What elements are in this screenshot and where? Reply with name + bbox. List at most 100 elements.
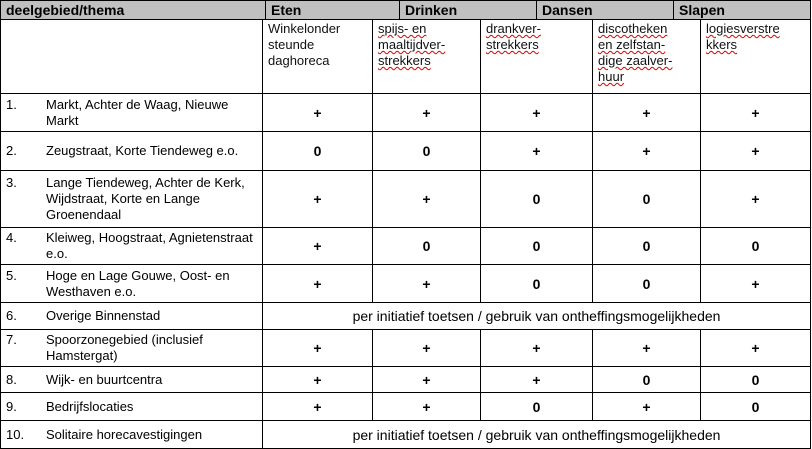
subheader-line: en zelfstan- — [598, 37, 666, 52]
theme-header-row: deelgebied/thema Eten Drinken Dansen Sla… — [0, 0, 811, 20]
table-row: 10. Solitaire horecavestigingen per initia… — [0, 420, 811, 449]
header-theme: Eten — [266, 1, 400, 19]
value-cell: + — [372, 170, 481, 228]
row-number: 5. — [6, 267, 17, 283]
value-cell: + — [372, 93, 481, 132]
value-cell: + — [700, 170, 811, 228]
value-cell: + — [480, 329, 593, 367]
table-row: 7. Spoorzonegebied (inclusief Hamstergat)… — [0, 329, 811, 367]
table-row: 8. Wijk- en buurtcentra + + +0 0 — [0, 366, 811, 393]
area-cell: 9. Bedrijfslocaties — [0, 392, 263, 421]
merged-cell: per initiatief toetsen / gebruik van ont… — [262, 420, 811, 449]
row-number: 3. — [6, 175, 17, 190]
subheader-line: drankver- — [486, 21, 541, 36]
value-cell: + — [372, 329, 481, 367]
value-cell: 0 — [700, 366, 811, 393]
value-cell: + — [480, 366, 593, 393]
value-cell: + — [262, 366, 373, 393]
row-number: 6. — [6, 308, 17, 323]
value-cell: + — [372, 366, 481, 393]
table-row: 3. Lange Tiendeweg, Achter de Kerk, Wijds… — [0, 170, 811, 228]
row-number: 4. — [6, 230, 17, 245]
row-number: 10. — [6, 426, 25, 442]
value-cell: + — [700, 264, 811, 303]
area-cell: 6. Overige Binnenstad — [0, 302, 263, 330]
header-theme: Slapen — [679, 2, 725, 18]
header-theme: Drinken — [400, 1, 537, 19]
table-row: 6. Overige Binnenstad per initiatief toets… — [0, 302, 811, 330]
area-cell: 3. Lange Tiendeweg, Achter de Kerk, Wijds… — [0, 170, 263, 228]
subheader-line: Winkelonder — [268, 21, 341, 36]
value-cell: 0 — [700, 227, 811, 265]
subheader-cell: discotheken en zelfstandige zaalverhuurd… — [592, 19, 701, 94]
header-theme: Dansen — [537, 1, 674, 19]
area-name: Hoge en Lage Gouwe, Oost- en Westhaven e… — [46, 267, 230, 299]
area-name: Lange Tiendeweg, Achter de Kerk, Wijdstr… — [46, 175, 245, 222]
subheader-line: kkers — [706, 37, 738, 52]
area-name: Bedrijfslocaties — [46, 398, 134, 414]
table-row: 1. Markt, Achter de Waag, Nieuwe Markt + + +… — [0, 93, 811, 132]
value-cell: 0 — [480, 170, 593, 228]
value-cell: 0 — [480, 264, 593, 303]
value-cell: 0 — [592, 264, 701, 303]
area-name: Solitaire horecavestigingen — [46, 426, 203, 442]
value-cell: 0 — [592, 366, 701, 393]
row-number: 8. — [6, 371, 17, 387]
subheader-line: discotheken — [598, 21, 668, 36]
subheader-line: daghoreca — [268, 53, 330, 68]
area-name: Wijk- en buurtcentra — [46, 371, 163, 387]
table-row: 9. Bedrijfslocaties + +0 +0 — [0, 392, 811, 421]
value-cell: 0 — [480, 227, 593, 265]
subheader-line: strekkers — [378, 53, 431, 68]
value-cell: + — [262, 170, 373, 228]
subheader-line: strekkers — [486, 37, 539, 52]
area-cell: 2. Zeugstraat, Korte Tiendeweg e.o. — [0, 131, 263, 171]
header-area: deelgebied/thema — [1, 1, 266, 19]
value-cell: 0 — [372, 227, 481, 265]
subheader-line: logiesverstre — [706, 21, 780, 36]
area-cell: 7. Spoorzonegebied (inclusief Hamstergat) — [0, 329, 263, 367]
value-cell: + — [262, 93, 373, 132]
subheader-cell: drankverstrekkersdrankver-strekkers — [480, 19, 593, 94]
area-cell: 10. Solitaire horecavestigingen — [0, 420, 263, 449]
empty-cell — [0, 19, 263, 94]
row-number: 9. — [6, 398, 17, 414]
value-cell: + — [480, 93, 593, 132]
value-cell: + — [592, 131, 701, 171]
value-cell: + — [592, 392, 701, 421]
value-cell: 0 — [700, 392, 811, 421]
value-cell: + — [262, 329, 373, 367]
merged-cell: per initiatief toetsen / gebruik van ont… — [262, 302, 811, 330]
table-row: 4. Kleiweg, Hoogstraat, Agnietenstraat e.… — [0, 227, 811, 265]
value-cell: + — [372, 392, 481, 421]
subheader-line: dige zaalver- — [598, 53, 673, 68]
value-cell: + — [700, 329, 811, 367]
area-name: Kleiweg, Hoogstraat, Agnietenstraat e.o. — [46, 230, 253, 261]
value-cell: + — [480, 131, 593, 171]
area-name: Markt, Achter de Waag, Nieuwe Markt — [46, 96, 229, 128]
value-cell: 0 — [480, 392, 593, 421]
area-name: Spoorzonegebied (inclusief Hamstergat) — [46, 332, 203, 363]
value-cell: + — [372, 264, 481, 303]
table-row: 2. Zeugstraat, Korte Tiendeweg e.o. 0 0 + + + — [0, 131, 811, 171]
subheader-cell: logiesverstrekkerslogiesverstrekkers — [700, 19, 811, 94]
area-name: Zeugstraat, Korte Tiendeweg e.o. — [46, 143, 239, 158]
value-cell: + — [700, 131, 811, 171]
table-row: 5. Hoge en Lage Gouwe, Oost- en Westhaven… — [0, 264, 811, 303]
subheader-cell: spijs- en maaltijdverstrekkersspijs- enm… — [372, 19, 481, 94]
subheader-line: spijs- en — [378, 21, 427, 36]
area-cell: 4. Kleiweg, Hoogstraat, Agnietenstraat e.… — [0, 227, 263, 265]
row-number: 7. — [6, 332, 17, 347]
subheader-line: steunde — [268, 37, 315, 52]
row-number: 2. — [6, 143, 17, 158]
value-cell: + — [700, 93, 811, 132]
value-cell: 0 — [262, 131, 373, 171]
value-cell: + — [262, 264, 373, 303]
value-cell: 0 — [592, 227, 701, 265]
area-cell: 5. Hoge en Lage Gouwe, Oost- en Westhaven… — [0, 264, 263, 303]
value-cell: + — [262, 227, 373, 265]
value-cell: + — [262, 392, 373, 421]
